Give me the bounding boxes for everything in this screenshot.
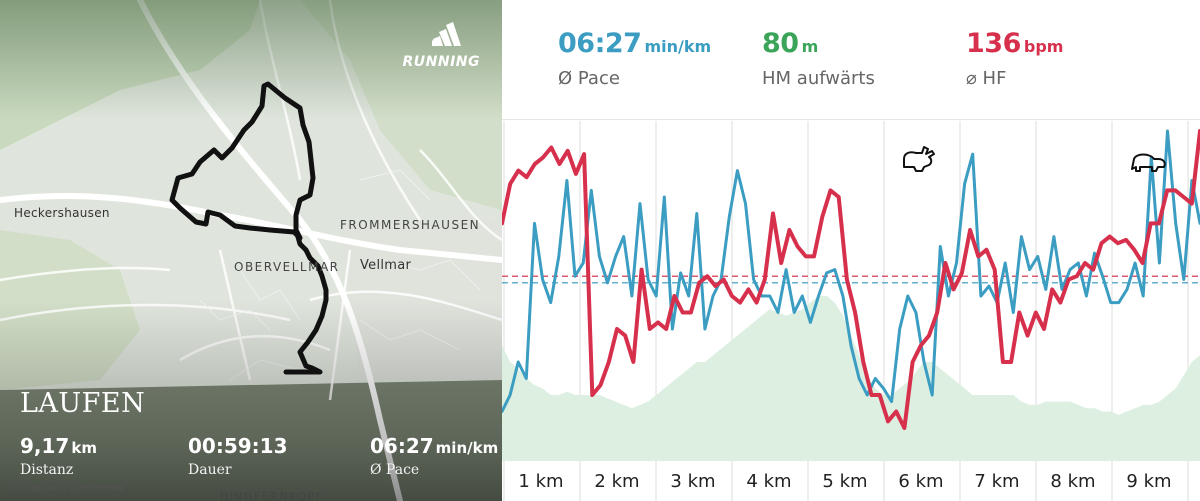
pace-series-line [502, 129, 1200, 413]
header-pace-unit: min/km [644, 37, 712, 56]
rabbit-icon [903, 146, 935, 172]
header-pace-value: 06:27 [558, 28, 642, 59]
x-axis-label: 2 km [594, 471, 639, 492]
place-label-frommershausen: FROMMERSHAUSEN [340, 218, 481, 232]
x-axis-label: 4 km [746, 471, 791, 492]
place-label-vellmar: Vellmar [360, 258, 412, 273]
x-axis-label: 1 km [518, 471, 563, 492]
distance-value: 9,17 [20, 434, 70, 458]
map-pace-label: Ø Pace [370, 462, 420, 478]
header-stat-pace: 06:27 min/km Ø Pace [558, 28, 711, 89]
map-tiles [0, 0, 502, 501]
map-stat-duration: 00:59:13 Dauer [188, 434, 288, 478]
x-axis-label: 9 km [1126, 471, 1171, 492]
header-hr-unit: bpm [1023, 37, 1064, 56]
map-pace-value: 06:27 [370, 434, 434, 458]
stats-header: 06:27 min/km Ø Pace 80 m HM aufwärts 136 bp… [502, 0, 1200, 120]
place-label-jungfernkopf: JUNGFERNKOPF [220, 490, 324, 501]
header-elevation-label: HM aufwärts [762, 68, 875, 89]
adidas-logo [420, 22, 480, 46]
x-axis-label: 8 km [1050, 471, 1095, 492]
duration-value: 00:59:13 [188, 434, 288, 458]
x-axis-label: 7 km [974, 471, 1019, 492]
route-line [169, 81, 329, 375]
stats-chart-panel: 06:27 min/km Ø Pace 80 m HM aufwärts 136 bp… [502, 0, 1200, 501]
header-elevation-unit: m [801, 37, 819, 56]
header-hr-value: 136 [966, 28, 1021, 59]
turtle-icon [1131, 153, 1166, 172]
place-label-obervellmar: OBERVELLMAR [234, 260, 340, 274]
pace-hr-elevation-chart[interactable]: 1 km 2 km 3 km 4 km 5 km 6 km 7 km 8 km 9 km [502, 121, 1200, 501]
header-pace-label: Ø Pace [558, 68, 620, 89]
header-stat-heart-rate: 136 bpm ⌀ HF [966, 28, 1063, 89]
map-stat-distance: 9,17 km Distanz [20, 434, 97, 478]
running-brand-label: RUNNING [402, 54, 480, 70]
x-axis-label: 5 km [822, 471, 867, 492]
route-map[interactable]: Heckershausen FROMMERSHAUSEN OBERVELLMAR… [0, 0, 502, 501]
duration-label: Dauer [188, 462, 232, 478]
elevation-area [502, 296, 1200, 461]
activity-type-title: LAUFEN [20, 388, 146, 419]
x-axis-label: 3 km [670, 471, 715, 492]
distance-label: Distanz [20, 462, 74, 478]
distance-unit: km [71, 439, 97, 457]
x-axis-label: 6 km [898, 471, 943, 492]
header-hr-label: ⌀ HF [966, 68, 1007, 89]
header-stat-elevation: 80 m HM aufwärts [762, 28, 875, 89]
header-elevation-value: 80 [762, 28, 799, 59]
map-pace-unit: min/km [435, 439, 499, 457]
map-attribution[interactable]: ⓘ © Mapbox, © OpenStreetMap [10, 484, 125, 492]
map-stat-pace: 06:27 min/km Ø Pace [370, 434, 498, 478]
place-label-heckershausen: Heckershausen [14, 206, 110, 220]
heart_rate-series-line [502, 129, 1200, 430]
